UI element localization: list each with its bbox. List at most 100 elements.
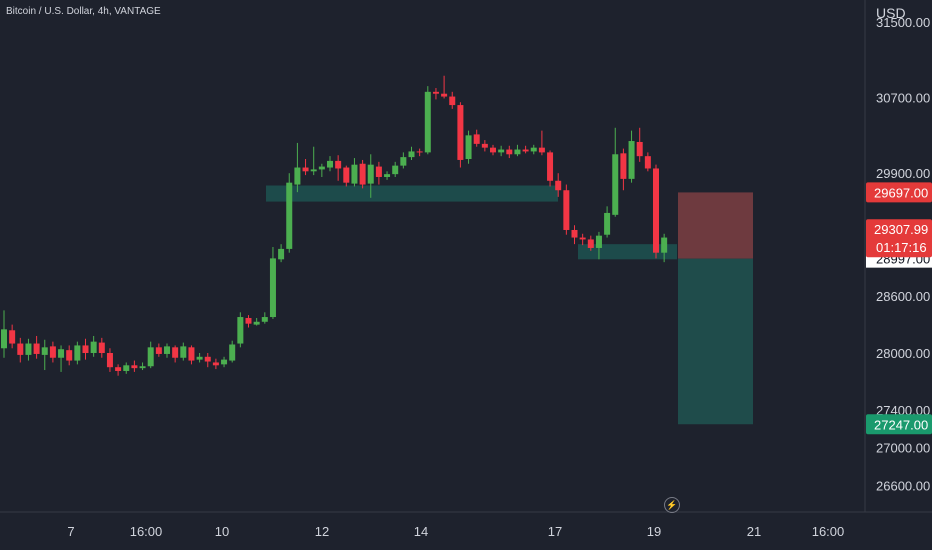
candle [49,341,56,363]
time-axis: 7 16:00 10 12 14 17 19 21 16:00 [67,524,844,539]
candle [620,148,627,191]
candle [221,356,228,368]
candle-body [278,248,285,260]
candle [587,235,594,251]
candle [278,244,285,263]
candle [628,130,635,183]
price-tags: 29697.00 29307.99 01:17:16 27247.00 [866,182,932,435]
candle-body [636,141,643,157]
candle [359,159,366,189]
candle [653,164,659,259]
candle [490,144,496,156]
candle-body [612,154,619,215]
support-zone [578,244,677,260]
candle [555,173,562,197]
candle [538,130,545,156]
currency-label[interactable]: USD [876,5,906,21]
candle-body [180,346,187,358]
candle-body [212,362,219,366]
candle-body [58,349,65,358]
candle [351,158,358,187]
time-tick-label: 7 [67,524,74,539]
candle [237,312,244,348]
candle-body [131,365,138,369]
time-tick-label: 10 [215,524,229,539]
candle [400,152,407,169]
candle-body [115,367,122,371]
candle-body [155,347,162,354]
candle-body [432,91,439,94]
candle-body [17,343,24,355]
candle [595,231,602,260]
price-tick-label: 27400.00 [876,403,930,418]
stop-loss-zone [678,192,753,259]
candle [327,156,333,172]
candle [375,161,382,185]
candle-body [530,147,537,152]
candle [310,146,317,176]
candle [302,159,309,176]
price-tick-label: 26600.00 [876,478,930,493]
candle [123,362,130,374]
candle [661,233,668,263]
candle-body [106,353,113,368]
candle-body [644,156,651,169]
candle [579,233,586,246]
candle-body [82,345,89,353]
candle [196,353,203,363]
candle-body [310,169,317,172]
candle-body [457,105,464,160]
candle-body [522,149,529,152]
candle-body [400,157,407,166]
candle [441,75,448,99]
resistance-zone [266,185,558,202]
candle-body [318,166,325,170]
candle-body [147,347,154,367]
candle [636,127,643,162]
candle [465,130,472,164]
candle-body [547,152,554,181]
candle [147,341,154,369]
time-tick-label: 12 [315,524,329,539]
take-profit-zone [678,258,753,425]
candle [563,184,570,235]
price-tick-label: 29900.00 [876,166,930,181]
candle-body [351,164,358,184]
candle-body [261,317,268,322]
candle-body [229,344,236,361]
candle [164,343,170,358]
candle [106,348,113,372]
candle-body [441,93,448,97]
candle [506,145,513,159]
position-tool [678,192,753,425]
candle-body [172,347,179,358]
candle-body [335,160,342,169]
candle [131,360,138,372]
candle [17,337,24,363]
candle [481,140,488,152]
candle-body [9,330,16,344]
candle-body [139,366,146,369]
candle-body [424,91,431,153]
candle-body [375,166,382,177]
candle-body [123,365,130,371]
candle-body [473,134,480,144]
time-tick-label: 21 [747,524,761,539]
candle-body [164,346,170,354]
candle-body [66,350,73,361]
candle [408,146,415,160]
price-tick-label: 27000.00 [876,441,930,456]
candle-body [294,167,301,185]
candle [245,315,252,328]
candle [1,310,7,358]
candle [115,364,122,376]
candle [98,337,105,358]
candle [82,338,89,360]
candle [33,335,40,359]
candle [416,148,423,157]
candle-body [563,190,570,230]
candle [294,142,301,193]
price-tick-label: 30700.00 [876,91,930,106]
lightning-icon[interactable]: ⚡ [664,497,680,513]
